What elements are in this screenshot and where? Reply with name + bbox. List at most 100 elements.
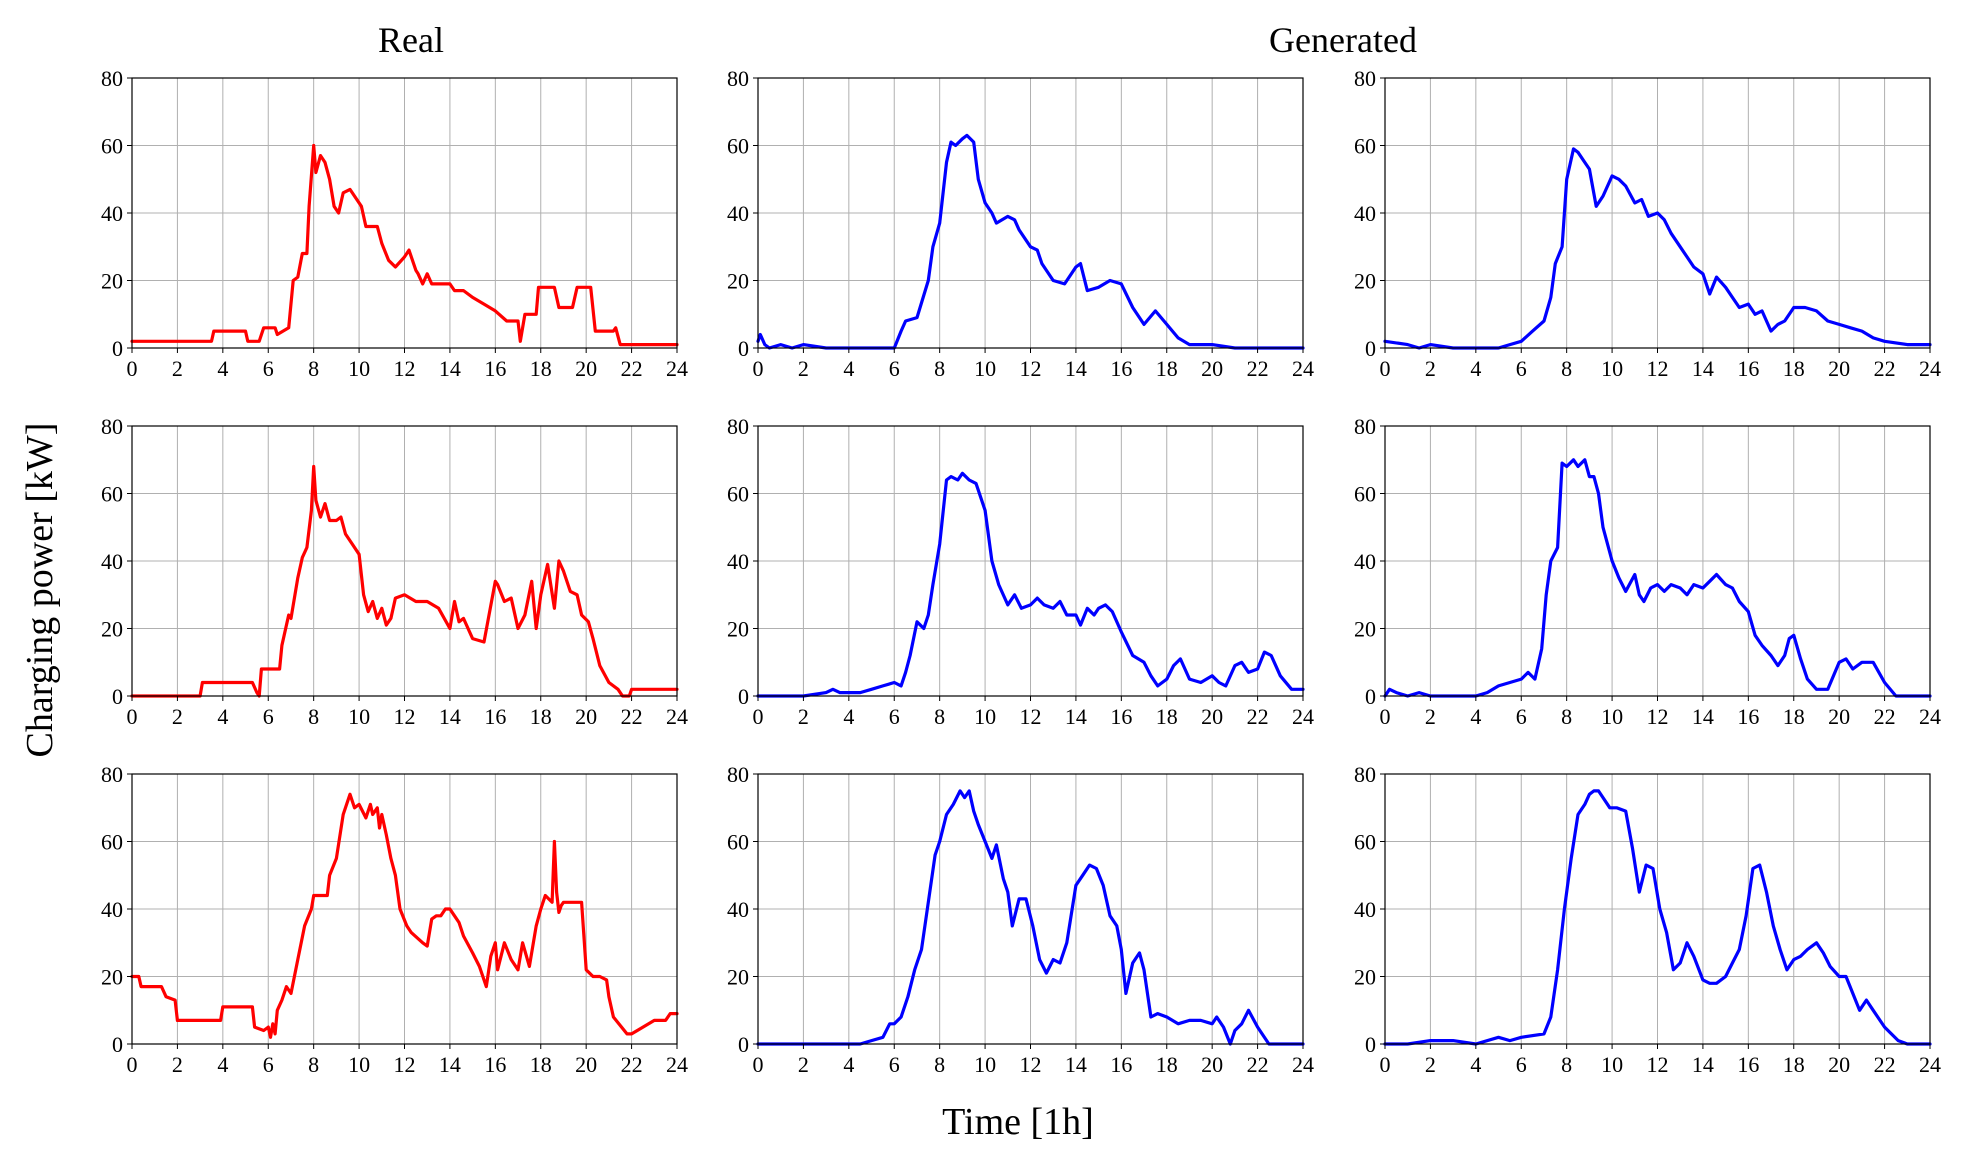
x-tick-label: 12 — [1647, 1052, 1669, 1077]
x-tick-label: 12 — [1020, 356, 1042, 381]
x-tick-label: 0 — [753, 704, 764, 729]
y-tick-label: 0 — [112, 684, 123, 709]
y-tick-label: 80 — [727, 762, 749, 787]
x-tick-label: 4 — [843, 1052, 854, 1077]
x-tick-label: 20 — [1201, 356, 1223, 381]
x-tick-label: 2 — [172, 356, 183, 381]
x-tick-label: 14 — [439, 704, 461, 729]
x-tick-label: 8 — [1561, 704, 1572, 729]
y-tick-label: 60 — [101, 482, 123, 507]
x-tick-label: 4 — [1470, 1052, 1481, 1077]
x-tick-label: 0 — [1380, 704, 1391, 729]
x-tick-label: 16 — [1737, 356, 1759, 381]
x-tick-label: 12 — [1647, 356, 1669, 381]
x-tick-label: 22 — [1247, 356, 1269, 381]
y-tick-label: 20 — [101, 269, 123, 294]
y-tick-label: 20 — [727, 617, 749, 642]
x-tick-label: 4 — [217, 704, 228, 729]
x-tick-label: 2 — [172, 704, 183, 729]
series-line-gen-a-3 — [756, 789, 1305, 1046]
series-line-gen-b-2 — [1383, 458, 1932, 698]
y-tick-label: 40 — [1354, 549, 1376, 574]
x-tick-label: 8 — [934, 704, 945, 729]
x-tick-label: 0 — [127, 704, 138, 729]
x-tick-label: 18 — [530, 1052, 552, 1077]
x-tick-label: 20 — [575, 704, 597, 729]
y-tick-label: 80 — [727, 414, 749, 439]
y-tick-label: 80 — [1354, 414, 1376, 439]
x-tick-label: 10 — [348, 704, 370, 729]
x-tick-label: 6 — [1516, 704, 1527, 729]
y-tick-label: 60 — [101, 134, 123, 159]
x-tick-label: 14 — [1692, 1052, 1714, 1077]
series-line-real-2 — [130, 464, 679, 698]
series-line-gen-a-2 — [756, 471, 1305, 698]
x-tick-label: 6 — [889, 704, 900, 729]
x-tick-label: 18 — [530, 356, 552, 381]
y-tick-label: 80 — [727, 66, 749, 91]
x-tick-label: 18 — [530, 704, 552, 729]
x-tick-label: 22 — [621, 704, 643, 729]
x-tick-label: 20 — [1201, 704, 1223, 729]
x-tick-label: 4 — [1470, 356, 1481, 381]
y-tick-label: 0 — [1365, 1032, 1376, 1057]
x-tick-label: 22 — [621, 1052, 643, 1077]
x-tick-label: 2 — [798, 1052, 809, 1077]
x-tick-label: 14 — [1065, 1052, 1087, 1077]
x-tick-label: 24 — [666, 1052, 688, 1077]
x-tick-label: 12 — [1020, 1052, 1042, 1077]
y-tick-label: 20 — [727, 965, 749, 990]
x-tick-label: 8 — [308, 356, 319, 381]
y-tick-label: 80 — [101, 66, 123, 91]
x-tick-label: 2 — [1425, 1052, 1436, 1077]
x-tick-label: 8 — [308, 704, 319, 729]
x-tick-label: 14 — [439, 1052, 461, 1077]
x-tick-label: 10 — [348, 356, 370, 381]
x-tick-label: 6 — [1516, 356, 1527, 381]
x-tick-label: 12 — [394, 704, 416, 729]
series-line-gen-b-1 — [1383, 147, 1932, 350]
x-tick-label: 20 — [1201, 1052, 1223, 1077]
x-tick-label: 24 — [1919, 356, 1941, 381]
y-tick-label: 20 — [1354, 965, 1376, 990]
x-tick-label: 16 — [484, 1052, 506, 1077]
x-tick-label: 14 — [1065, 704, 1087, 729]
x-tick-label: 6 — [263, 356, 274, 381]
y-tick-label: 0 — [112, 1032, 123, 1057]
x-tick-label: 4 — [217, 1052, 228, 1077]
y-tick-label: 20 — [101, 965, 123, 990]
x-tick-label: 6 — [889, 356, 900, 381]
y-tick-label: 60 — [727, 482, 749, 507]
y-tick-label: 0 — [738, 1032, 749, 1057]
x-tick-label: 10 — [1601, 356, 1623, 381]
y-tick-label: 80 — [101, 762, 123, 787]
real-column-title: Real — [378, 20, 444, 60]
y-tick-label: 40 — [101, 549, 123, 574]
y-tick-label: 80 — [1354, 762, 1376, 787]
x-tick-label: 24 — [1919, 704, 1941, 729]
x-tick-label: 22 — [1247, 1052, 1269, 1077]
x-tick-label: 4 — [843, 356, 854, 381]
x-tick-label: 14 — [1692, 704, 1714, 729]
x-tick-label: 20 — [1828, 1052, 1850, 1077]
x-tick-label: 18 — [1783, 704, 1805, 729]
x-tick-label: 6 — [889, 1052, 900, 1077]
x-axis-title: Time [1h] — [942, 1101, 1094, 1143]
x-tick-label: 16 — [484, 704, 506, 729]
x-tick-label: 8 — [1561, 356, 1572, 381]
x-tick-label: 24 — [1919, 1052, 1941, 1077]
y-tick-label: 0 — [1365, 684, 1376, 709]
y-tick-label: 60 — [1354, 482, 1376, 507]
x-tick-label: 0 — [127, 356, 138, 381]
x-tick-label: 8 — [1561, 1052, 1572, 1077]
x-tick-label: 12 — [394, 1052, 416, 1077]
x-tick-label: 6 — [263, 704, 274, 729]
